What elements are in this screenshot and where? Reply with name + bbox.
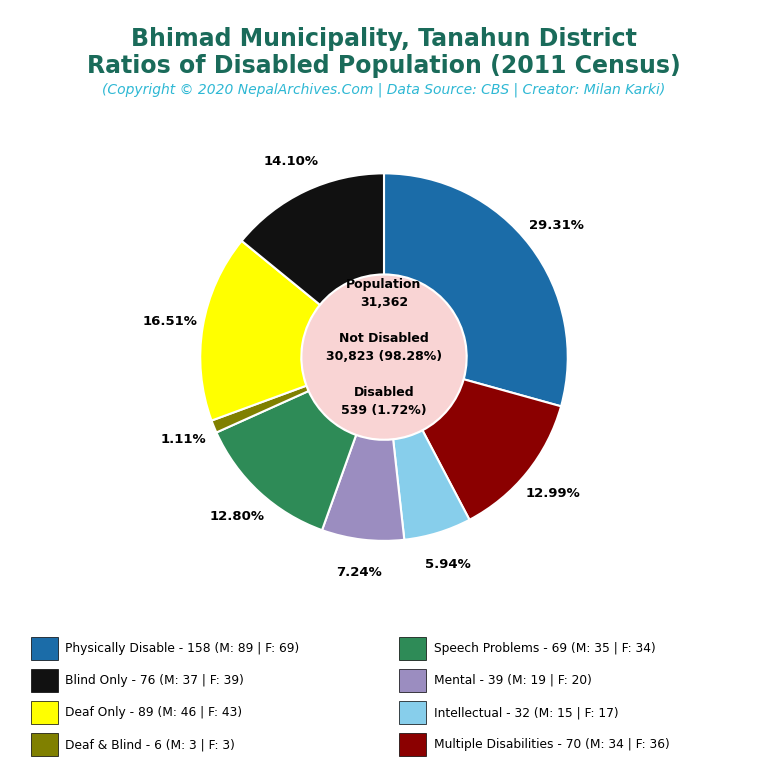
Text: 12.80%: 12.80%	[210, 510, 264, 523]
Text: Mental - 39 (M: 19 | F: 20): Mental - 39 (M: 19 | F: 20)	[434, 674, 592, 687]
Text: Speech Problems - 69 (M: 35 | F: 34): Speech Problems - 69 (M: 35 | F: 34)	[434, 642, 656, 655]
Bar	[399, 701, 426, 724]
Text: Blind Only - 76 (M: 37 | F: 39): Blind Only - 76 (M: 37 | F: 39)	[65, 674, 244, 687]
Text: 5.94%: 5.94%	[425, 558, 470, 571]
Wedge shape	[322, 435, 404, 541]
Bar	[31, 637, 58, 660]
Bar	[399, 669, 426, 692]
Text: Intellectual - 32 (M: 15 | F: 17): Intellectual - 32 (M: 15 | F: 17)	[434, 706, 618, 719]
Wedge shape	[211, 386, 309, 432]
Bar	[31, 733, 58, 756]
Text: Physically Disable - 158 (M: 89 | F: 69): Physically Disable - 158 (M: 89 | F: 69)	[65, 642, 300, 655]
Text: 7.24%: 7.24%	[336, 566, 382, 579]
Wedge shape	[217, 391, 356, 530]
Bar	[31, 701, 58, 724]
Text: Ratios of Disabled Population (2011 Census): Ratios of Disabled Population (2011 Cens…	[87, 54, 681, 78]
Wedge shape	[242, 174, 384, 305]
Text: 29.31%: 29.31%	[529, 220, 584, 233]
Text: Deaf & Blind - 6 (M: 3 | F: 3): Deaf & Blind - 6 (M: 3 | F: 3)	[65, 738, 235, 751]
Text: (Copyright © 2020 NepalArchives.Com | Data Source: CBS | Creator: Milan Karki): (Copyright © 2020 NepalArchives.Com | Da…	[102, 82, 666, 97]
Wedge shape	[384, 174, 568, 406]
Bar	[31, 669, 58, 692]
Wedge shape	[200, 241, 320, 421]
Text: Deaf Only - 89 (M: 46 | F: 43): Deaf Only - 89 (M: 46 | F: 43)	[65, 706, 243, 719]
Text: Bhimad Municipality, Tanahun District: Bhimad Municipality, Tanahun District	[131, 27, 637, 51]
Circle shape	[303, 276, 465, 438]
Wedge shape	[422, 379, 561, 520]
Bar	[399, 637, 426, 660]
Text: 16.51%: 16.51%	[143, 315, 197, 328]
Text: 1.11%: 1.11%	[161, 432, 206, 445]
Text: Population
31,362

Not Disabled
30,823 (98.28%)

Disabled
539 (1.72%): Population 31,362 Not Disabled 30,823 (9…	[326, 279, 442, 418]
Text: Multiple Disabilities - 70 (M: 34 | F: 36): Multiple Disabilities - 70 (M: 34 | F: 3…	[434, 738, 670, 751]
Text: 14.10%: 14.10%	[263, 154, 319, 167]
Bar	[399, 733, 426, 756]
Text: 12.99%: 12.99%	[525, 487, 580, 500]
Wedge shape	[393, 430, 469, 540]
